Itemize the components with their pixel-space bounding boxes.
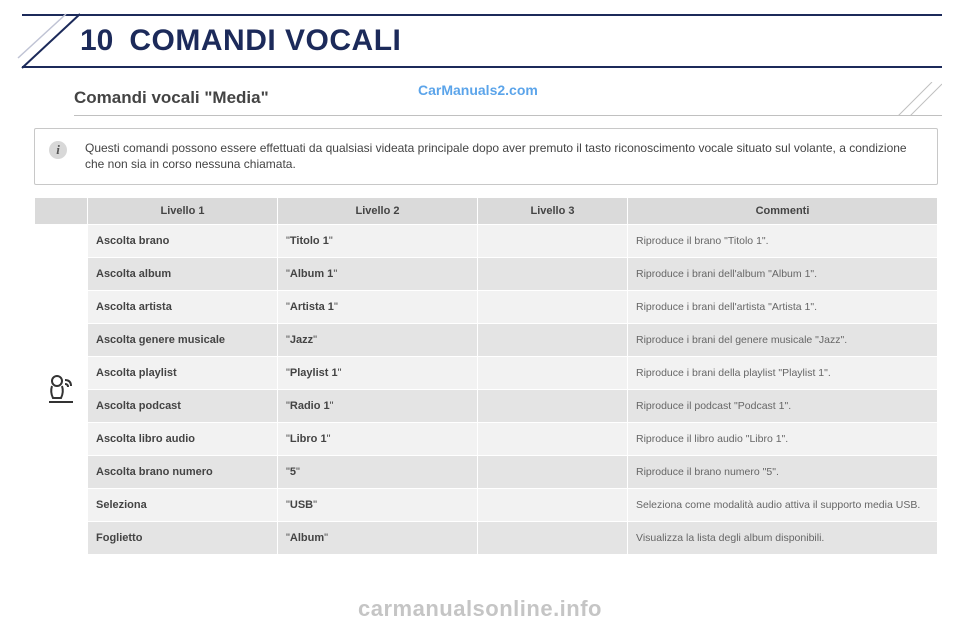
cell-level3	[478, 390, 628, 423]
page-container: 10 COMANDI VOCALI CarManuals2.com Comand…	[18, 14, 942, 626]
cell-level1: Ascolta brano numero	[88, 456, 278, 489]
cell-comment: Visualizza la lista degli album disponib…	[628, 522, 938, 555]
cell-level2: "USB"	[278, 489, 478, 522]
cell-level2: "Album 1"	[278, 258, 478, 291]
voice-commands-table: Livello 1 Livello 2 Livello 3 Commenti A…	[34, 197, 938, 555]
cell-level1: Seleziona	[88, 489, 278, 522]
cell-level3	[478, 258, 628, 291]
cell-comment: Riproduce i brani dell'album "Album 1".	[628, 258, 938, 291]
table-row: Seleziona"USB" Seleziona come modalità au…	[35, 489, 938, 522]
cell-level2: "Album"	[278, 522, 478, 555]
table-row: Ascolta album"Album 1" Riproduce i brani …	[35, 258, 938, 291]
voice-command-icon	[43, 370, 79, 406]
cell-level1: Ascolta album	[88, 258, 278, 291]
cell-comment: Riproduce i brani dell'artista "Artista …	[628, 291, 938, 324]
info-icon: i	[49, 141, 67, 159]
cell-level1: Ascolta genere musicale	[88, 324, 278, 357]
cell-level1: Ascolta artista	[88, 291, 278, 324]
cell-level3	[478, 225, 628, 258]
cell-level3	[478, 489, 628, 522]
table-row: Ascolta podcast"Radio 1" Riproduce il pod…	[35, 390, 938, 423]
cell-comment: Riproduce il libro audio "Libro 1".	[628, 423, 938, 456]
voice-icon-cell	[35, 225, 88, 555]
chapter-header: 10 COMANDI VOCALI	[22, 14, 942, 68]
cell-level3	[478, 522, 628, 555]
cell-comment: Riproduce i brani del genere musicale "J…	[628, 324, 938, 357]
table-header-l1: Livello 1	[88, 198, 278, 225]
cell-level1: Ascolta brano	[88, 225, 278, 258]
cell-level2: "Titolo 1"	[278, 225, 478, 258]
cell-level2: "Libro 1"	[278, 423, 478, 456]
cell-level3	[478, 423, 628, 456]
table-row: Ascolta brano"Titolo 1" Riproduce il bran…	[35, 225, 938, 258]
cell-comment: Seleziona come modalità audio attiva il …	[628, 489, 938, 522]
subtitle-diagonal-decoration	[892, 82, 942, 116]
cell-level2: "Artista 1"	[278, 291, 478, 324]
table-header-l3: Livello 3	[478, 198, 628, 225]
table-header-row: Livello 1 Livello 2 Livello 3 Commenti	[35, 198, 938, 225]
cell-comment: Riproduce i brani della playlist "Playli…	[628, 357, 938, 390]
table-header-comment: Commenti	[628, 198, 938, 225]
cell-level2: "5"	[278, 456, 478, 489]
table-row: Foglietto"Album" Visualizza la lista degl…	[35, 522, 938, 555]
cell-level1: Ascolta libro audio	[88, 423, 278, 456]
table-row: Ascolta brano numero"5" Riproduce il bran…	[35, 456, 938, 489]
cell-level3	[478, 291, 628, 324]
cell-level1: Foglietto	[88, 522, 278, 555]
cell-level3	[478, 324, 628, 357]
table-row: Ascolta artista"Artista 1" Riproduce i br…	[35, 291, 938, 324]
section-subtitle-row: Comandi vocali "Media"	[74, 88, 942, 116]
cell-level2: "Jazz"	[278, 324, 478, 357]
table-row: Ascolta playlist"Playlist 1" Riproduce i …	[35, 357, 938, 390]
cell-comment: Riproduce il brano "Titolo 1".	[628, 225, 938, 258]
table-header-l2: Livello 2	[278, 198, 478, 225]
footer-watermark: carmanualsonline.info	[18, 596, 942, 622]
table-row: Ascolta libro audio"Libro 1" Riproduce il…	[35, 423, 938, 456]
table-row: Ascolta genere musicale"Jazz" Riproduce i…	[35, 324, 938, 357]
cell-level3	[478, 456, 628, 489]
info-note-box: i Questi comandi possono essere effettua…	[34, 128, 938, 185]
header-diagonal-decoration	[18, 14, 88, 70]
chapter-title: COMANDI VOCALI	[129, 24, 401, 58]
cell-level1: Ascolta playlist	[88, 357, 278, 390]
table-header-icon	[35, 198, 88, 225]
section-subtitle: Comandi vocali "Media"	[74, 88, 269, 107]
info-note-text: Questi comandi possono essere effettuati…	[85, 141, 923, 172]
cell-comment: Riproduce il podcast "Podcast 1".	[628, 390, 938, 423]
cell-level1: Ascolta podcast	[88, 390, 278, 423]
cell-level2: "Playlist 1"	[278, 357, 478, 390]
cell-level3	[478, 357, 628, 390]
cell-level2: "Radio 1"	[278, 390, 478, 423]
cell-comment: Riproduce il brano numero "5".	[628, 456, 938, 489]
